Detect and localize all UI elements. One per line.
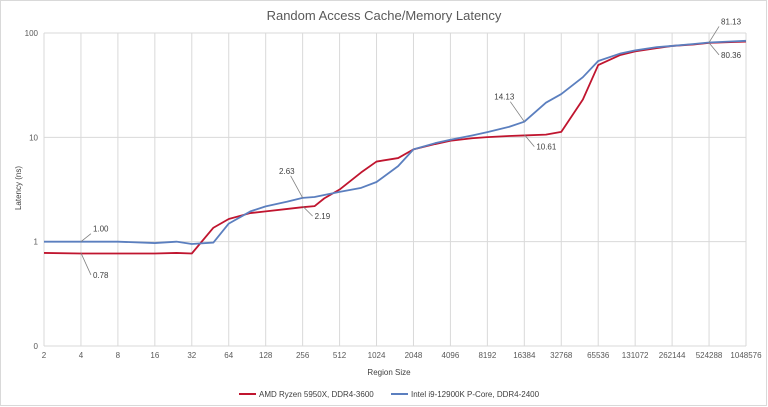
data-label: 2.63 xyxy=(279,167,295,176)
y-tick-label: 0 xyxy=(34,342,39,351)
x-tick-label: 4096 xyxy=(442,351,460,360)
x-tick-label: 2 xyxy=(42,351,47,360)
x-tick-label: 8 xyxy=(116,351,121,360)
x-tick-label: 64 xyxy=(224,351,233,360)
annotation-leaders xyxy=(80,26,720,276)
series-lines xyxy=(43,39,747,255)
x-tick-labels: 2 4 8 16 32 64 128 256 512 1024 2048 4096 8192 16384 3… xyxy=(42,351,762,360)
annotation-leader xyxy=(302,205,313,217)
x-tick-label: 524288 xyxy=(696,351,723,360)
data-label: 2.19 xyxy=(315,212,331,221)
x-tick-label: 256 xyxy=(296,351,310,360)
x-tick-label: 8192 xyxy=(478,351,496,360)
data-label: 81.13 xyxy=(721,17,742,26)
annotation-leader xyxy=(80,252,92,276)
annotation-leader xyxy=(80,233,92,242)
series-line-intel xyxy=(44,39,747,245)
x-tick-label: 512 xyxy=(333,351,347,360)
x-tick-label: 128 xyxy=(259,351,273,360)
x-tick-label: 65536 xyxy=(587,351,610,360)
x-tick-label: 1048576 xyxy=(730,351,762,360)
data-label: 1.00 xyxy=(93,225,109,234)
x-tick-label: 262144 xyxy=(659,351,686,360)
annotation-leader xyxy=(524,134,535,147)
series-line-amd xyxy=(43,40,747,255)
y-tick-label: 100 xyxy=(25,29,39,38)
grid-lines xyxy=(43,32,747,347)
x-tick-label: 2048 xyxy=(405,351,423,360)
y-axis-label: Latency (ns) xyxy=(14,166,23,210)
legend-label-intel: Intel i9-12900K P-Core, DDR4-2400 xyxy=(411,390,540,399)
annotation-leader xyxy=(708,42,720,56)
x-tick-label: 16384 xyxy=(513,351,536,360)
x-tick-label: 131072 xyxy=(622,351,649,360)
x-tick-label: 4 xyxy=(79,351,84,360)
chart-title: Random Access Cache/Memory Latency xyxy=(267,8,502,23)
legend-label-amd: AMD Ryzen 5950X, DDR4-3600 xyxy=(259,390,374,399)
x-tick-label: 1024 xyxy=(368,351,386,360)
x-tick-label: 32 xyxy=(187,351,196,360)
legend: AMD Ryzen 5950X, DDR4-3600 Intel i9-1290… xyxy=(239,390,540,399)
annotation-leader xyxy=(509,101,525,122)
data-labels: 1.00 0.78 2.63 2.19 14.13 10.61 81.13 80.36 xyxy=(93,17,742,279)
y-tick-labels: 0 1 10 100 xyxy=(25,29,39,351)
x-axis-label: Region Size xyxy=(367,368,411,377)
annotation-leader xyxy=(290,175,303,199)
annotation-leader xyxy=(708,26,720,43)
y-tick-label: 1 xyxy=(34,238,39,247)
data-label: 10.61 xyxy=(536,143,557,152)
data-label: 0.78 xyxy=(93,271,109,280)
y-tick-label: 10 xyxy=(29,133,38,142)
data-label: 14.13 xyxy=(494,93,515,102)
data-label: 80.36 xyxy=(721,51,742,60)
x-tick-label: 16 xyxy=(150,351,159,360)
x-tick-label: 32768 xyxy=(550,351,573,360)
